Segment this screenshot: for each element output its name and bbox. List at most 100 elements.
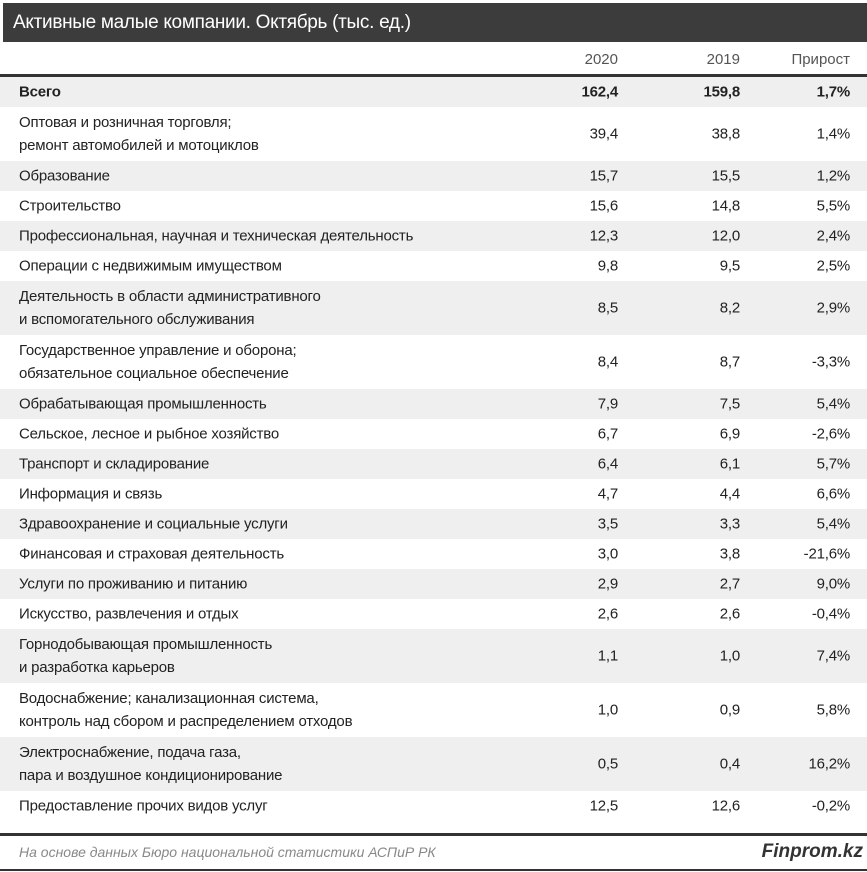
value-2020: 15,6 bbox=[589, 197, 619, 215]
value-2019: 9,5 bbox=[719, 257, 740, 275]
value-growth: 6,6% bbox=[816, 485, 851, 503]
value-growth: -0,2% bbox=[811, 797, 850, 815]
table-row: Операции с недвижимым имуществом 9,8 9,5 2,… bbox=[0, 251, 867, 281]
row-label: Всего bbox=[19, 83, 61, 101]
value-2020: 3,5 bbox=[597, 515, 618, 533]
value-2019: 4,4 bbox=[719, 485, 740, 503]
table-row: Финансовая и страховая деятельность 3,0 3,… bbox=[0, 539, 867, 569]
row-label: Финансовая и страховая деятельность bbox=[19, 545, 284, 563]
value-2020: 9,8 bbox=[597, 257, 618, 275]
value-2020: 0,5 bbox=[597, 755, 618, 773]
table-title: Активные малые компании. Октябрь (тыс. е… bbox=[3, 3, 867, 42]
row-label: Предоставление прочих видов услуг bbox=[19, 797, 268, 815]
value-2019: 7,5 bbox=[719, 395, 740, 413]
table-row: Услуги по проживанию и питанию 2,9 2,7 9,0% bbox=[0, 569, 867, 599]
value-growth: 9,0% bbox=[816, 575, 851, 593]
table-row: Транспорт и складирование 6,4 6,1 5,7% bbox=[0, 449, 867, 479]
value-2019: 12,0 bbox=[711, 227, 741, 245]
value-growth: 2,5% bbox=[816, 257, 851, 275]
value-2019: 14,8 bbox=[711, 197, 741, 215]
value-growth: 1,4% bbox=[816, 125, 851, 143]
bottom-divider bbox=[0, 869, 867, 871]
table-row: Профессиональная, научная и техническая … bbox=[0, 221, 867, 251]
value-growth: 5,4% bbox=[816, 395, 851, 413]
brand-logo: Finprom.kz bbox=[761, 841, 863, 862]
row-label: Транспорт и складирование bbox=[19, 455, 210, 473]
row-label: Здравоохранение и социальные услуги bbox=[19, 515, 288, 533]
value-growth: 2,9% bbox=[816, 299, 851, 317]
value-growth: -21,6% bbox=[803, 545, 851, 563]
table-row: Обрабатывающая промышленность 7,9 7,5 5,4% bbox=[0, 389, 867, 419]
source-note: На основе данных Бюро национальной стати… bbox=[19, 844, 436, 860]
column-header-2019: 2019 bbox=[706, 51, 740, 68]
row-label: Деятельность в области административного… bbox=[19, 288, 321, 328]
footer-divider bbox=[0, 833, 867, 836]
value-2020: 6,4 bbox=[597, 455, 618, 473]
row-label: Операции с недвижимым имуществом bbox=[19, 257, 282, 275]
value-growth: 5,8% bbox=[816, 701, 851, 719]
table-row: Сельское, лесное и рыбное хозяйство 6,7 6,… bbox=[0, 419, 867, 449]
value-2020: 12,3 bbox=[589, 227, 619, 245]
table-row: Предоставление прочих видов услуг 12,5 12,… bbox=[0, 791, 867, 821]
value-growth: -0,4% bbox=[811, 605, 850, 623]
table-row: Деятельность в области административного… bbox=[0, 281, 867, 335]
value-growth: 1,7% bbox=[816, 83, 851, 101]
value-2019: 0,9 bbox=[719, 701, 740, 719]
table-row: Строительство 15,6 14,8 5,5% bbox=[0, 191, 867, 221]
value-2019: 8,2 bbox=[719, 299, 740, 317]
value-2020: 4,7 bbox=[597, 485, 618, 503]
value-growth: 5,7% bbox=[816, 455, 851, 473]
row-label: Информация и связь bbox=[19, 485, 163, 503]
value-2019: 159,8 bbox=[703, 83, 740, 101]
value-2019: 38,8 bbox=[711, 125, 741, 143]
table-row: Искусство, развлечения и отдых 2,6 2,6 -0,4… bbox=[0, 599, 867, 629]
value-2020: 39,4 bbox=[589, 125, 619, 143]
value-growth: 2,4% bbox=[816, 227, 851, 245]
value-2019: 0,4 bbox=[719, 755, 740, 773]
data-table: Всего 162,4 159,8 1,7% Оптовая и розничная т… bbox=[0, 77, 867, 821]
table-row: Оптовая и розничная торговля; ремонт авт… bbox=[0, 107, 867, 161]
value-2019: 2,7 bbox=[719, 575, 740, 593]
value-2019: 12,6 bbox=[711, 797, 741, 815]
value-2020: 1,1 bbox=[597, 647, 618, 665]
column-header-2020: 2020 bbox=[584, 51, 618, 68]
row-label: Профессиональная, научная и техническая … bbox=[19, 227, 414, 245]
table-row: Государственное управление и оборона; об… bbox=[0, 335, 867, 389]
row-label: Государственное управление и оборона; об… bbox=[19, 342, 297, 382]
value-2019: 2,6 bbox=[719, 605, 740, 623]
value-2019: 1,0 bbox=[719, 647, 740, 665]
row-label: Электроснабжение, подача газа, пара и во… bbox=[19, 744, 283, 784]
value-2019: 15,5 bbox=[711, 167, 741, 185]
value-2020: 7,9 bbox=[597, 395, 618, 413]
header-divider bbox=[0, 74, 867, 77]
value-2019: 8,7 bbox=[719, 353, 740, 371]
row-label: Оптовая и розничная торговля; ремонт авт… bbox=[19, 114, 259, 154]
value-2019: 3,3 bbox=[719, 515, 740, 533]
value-2020: 162,4 bbox=[581, 83, 618, 101]
row-label: Искусство, развлечения и отдых bbox=[19, 605, 239, 623]
column-headers: 2020 2019 Прирост bbox=[0, 44, 867, 74]
value-2019: 6,9 bbox=[719, 425, 740, 443]
value-2019: 6,1 bbox=[719, 455, 740, 473]
value-growth: 5,5% bbox=[816, 197, 851, 215]
value-2020: 12,5 bbox=[589, 797, 619, 815]
value-2020: 3,0 bbox=[597, 545, 618, 563]
value-growth: 1,2% bbox=[816, 167, 851, 185]
value-2020: 1,0 bbox=[597, 701, 618, 719]
column-header-growth: Прирост bbox=[791, 51, 850, 68]
value-growth: 5,4% bbox=[816, 515, 851, 533]
row-label: Услуги по проживанию и питанию bbox=[19, 575, 248, 593]
table-row-total: Всего 162,4 159,8 1,7% bbox=[0, 77, 867, 107]
row-label: Сельское, лесное и рыбное хозяйство bbox=[19, 425, 280, 443]
value-2020: 2,6 bbox=[597, 605, 618, 623]
row-label: Горнодобывающая промышленность и разрабо… bbox=[19, 636, 273, 676]
value-2019: 3,8 bbox=[719, 545, 740, 563]
value-growth: 7,4% bbox=[816, 647, 851, 665]
table-row: Информация и связь 4,7 4,4 6,6% bbox=[0, 479, 867, 509]
value-2020: 8,5 bbox=[597, 299, 618, 317]
table-row: Электроснабжение, подача газа, пара и во… bbox=[0, 737, 867, 791]
table-row: Образование 15,7 15,5 1,2% bbox=[0, 161, 867, 191]
value-growth: 16,2% bbox=[808, 755, 850, 773]
value-2020: 6,7 bbox=[597, 425, 618, 443]
value-2020: 8,4 bbox=[597, 353, 618, 371]
